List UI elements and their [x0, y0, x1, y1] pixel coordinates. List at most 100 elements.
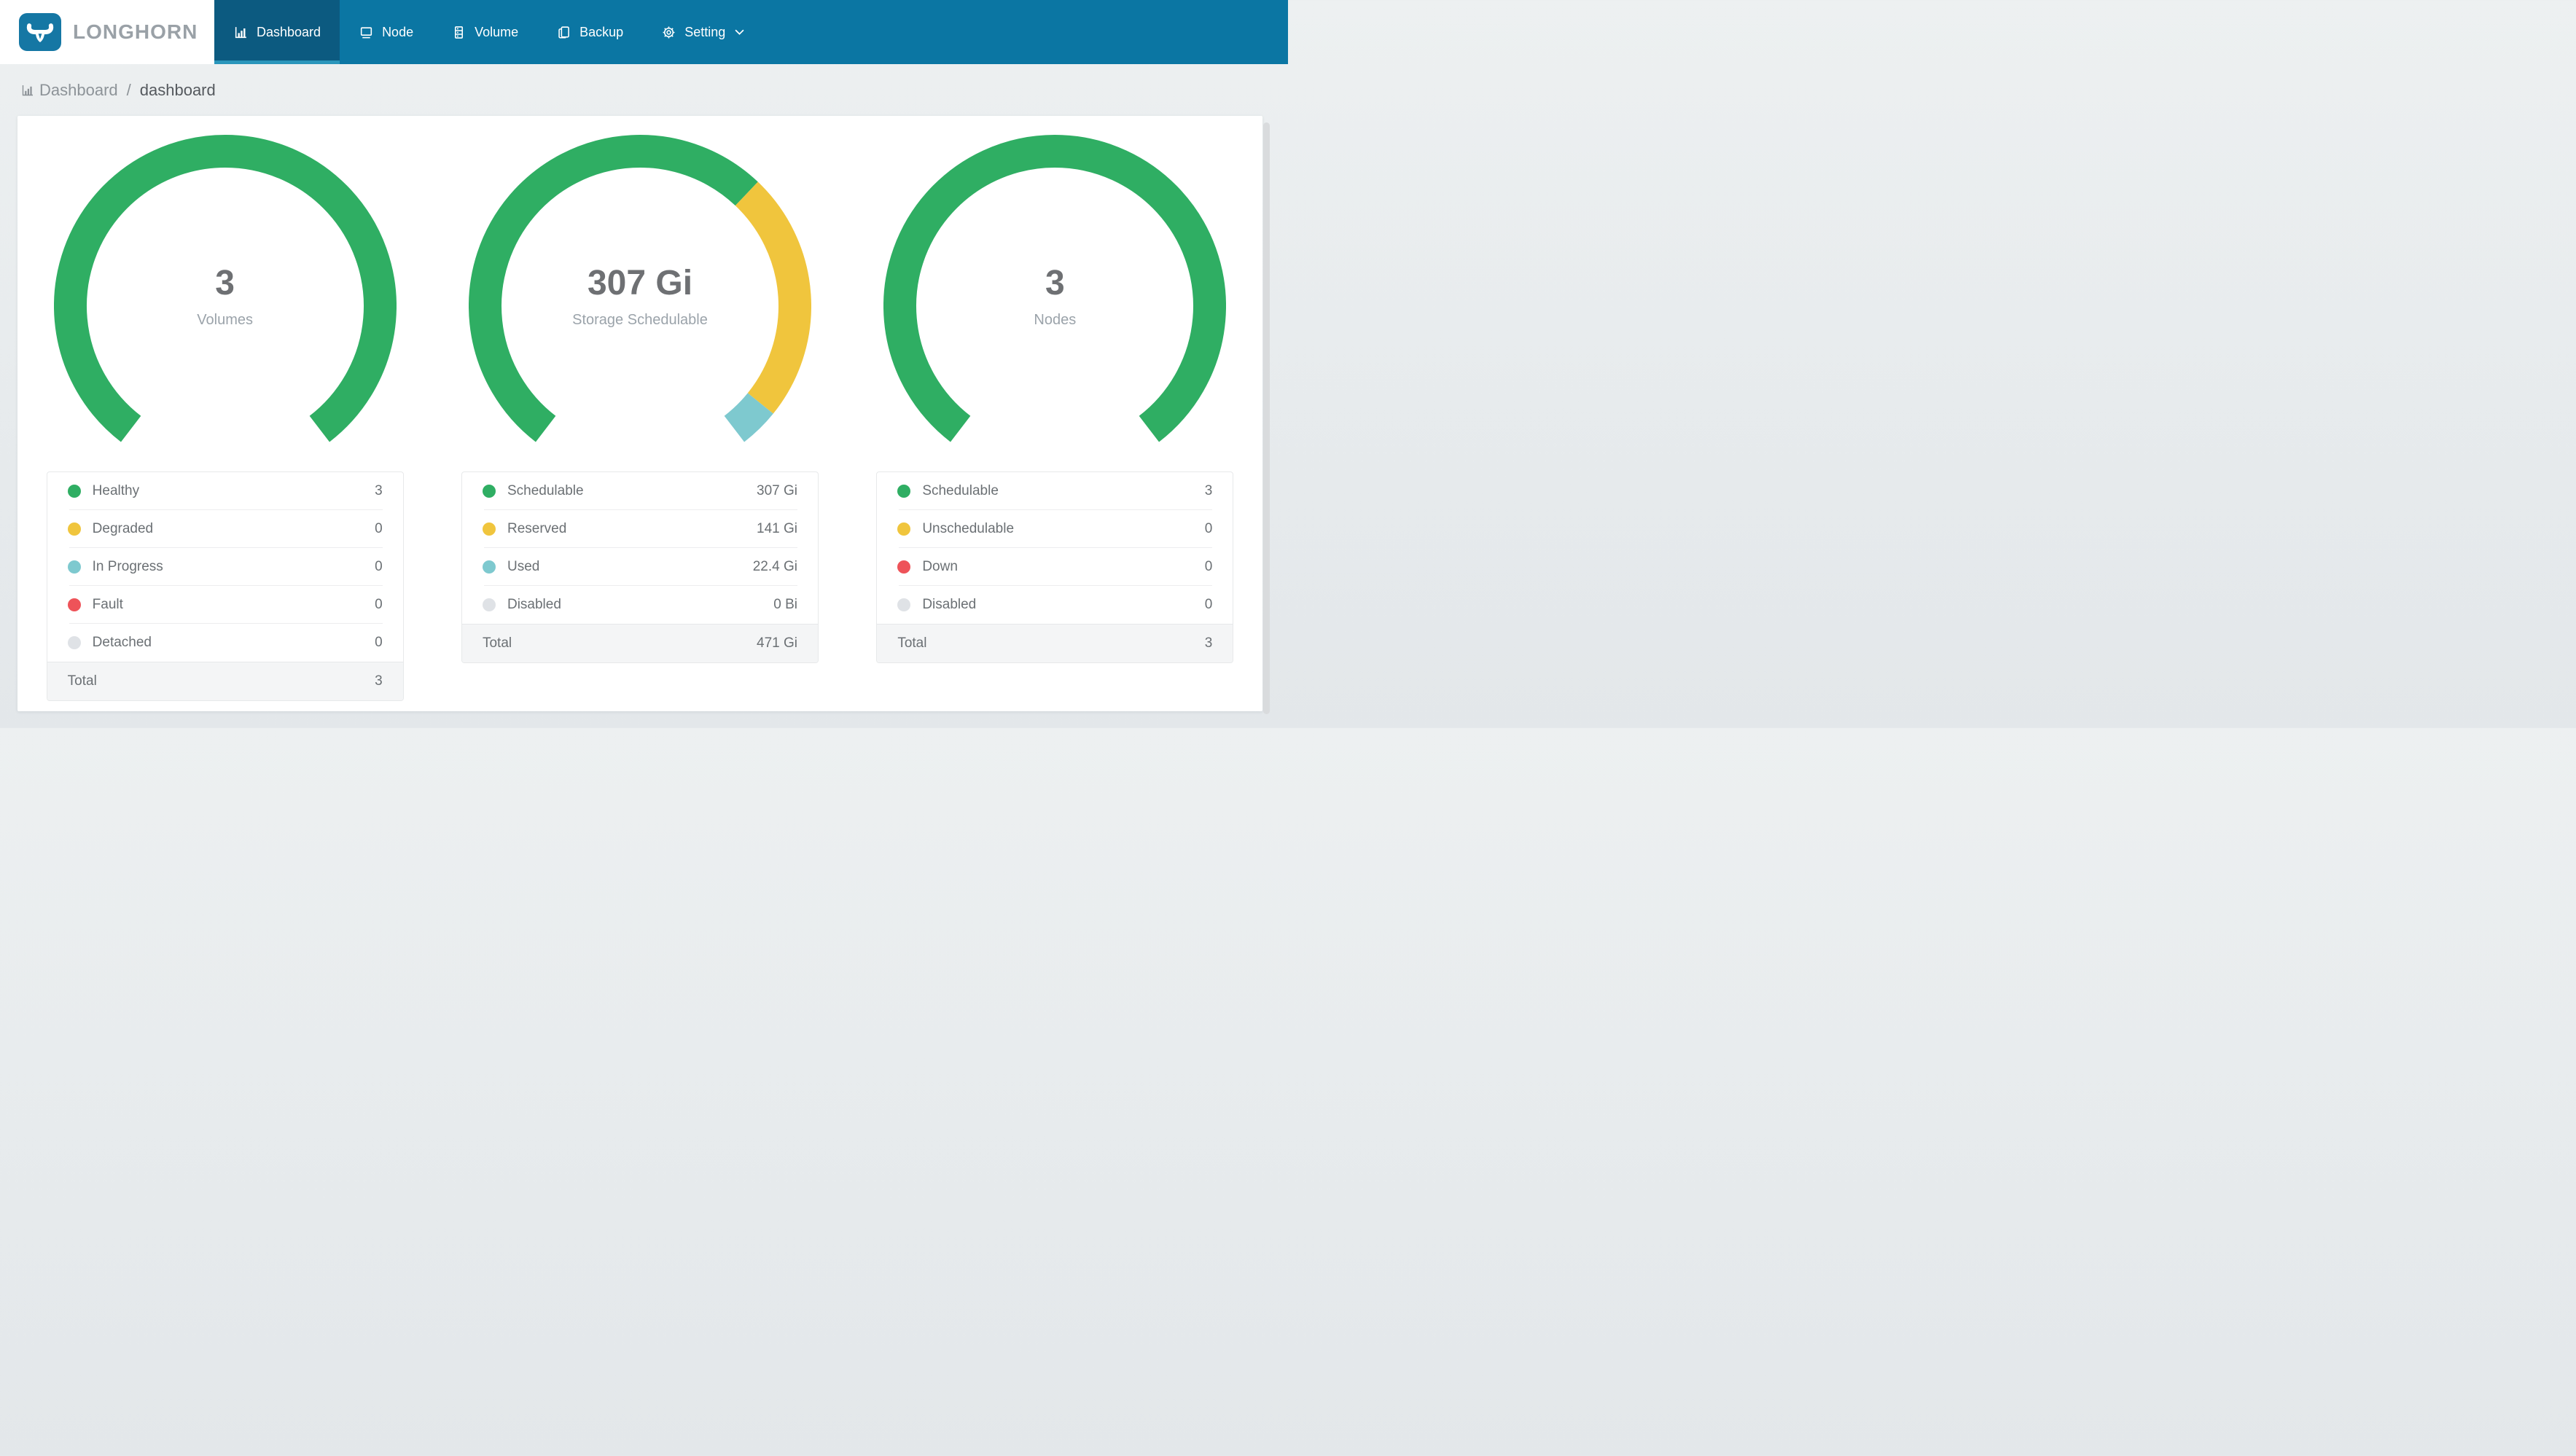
nav-item-volume[interactable]: Volume: [432, 0, 537, 64]
bar-chart-icon: [233, 25, 249, 40]
legend-dot: [897, 560, 911, 574]
legend-value: 0: [375, 521, 383, 536]
top-navbar: LONGHORN Dashboard Node: [0, 0, 1288, 64]
gauge-donut-chart: 307 Gi Storage Schedulable: [469, 135, 811, 477]
legend-value: 22.4 Gi: [752, 559, 797, 574]
node-icon: [359, 25, 374, 40]
legend-label: Unschedulable: [922, 521, 1015, 536]
gauge-arc-segment-used: [724, 393, 773, 442]
legend-row: Disabled 0 Bi: [462, 586, 818, 624]
legend-value: 0: [1204, 559, 1213, 574]
volumes-gauge-section: 3 Volumes Healthy 3 Degraded 0 In Progress 0 Fau…: [17, 116, 432, 711]
nav-item-label: Backup: [579, 24, 624, 39]
volume-icon: [451, 25, 467, 40]
legend-label: Healthy: [92, 483, 140, 498]
nodes-gauge-section: 3 Nodes Schedulable 3 Unschedulable 0 Down 0 Dis…: [848, 116, 1262, 711]
legend-dot: [67, 522, 81, 536]
nav-item-dashboard[interactable]: Dashboard: [214, 0, 340, 64]
gauge-donut-chart: 3 Volumes: [53, 135, 397, 477]
legend-dot: [67, 598, 81, 611]
legend-value: 0: [1204, 597, 1213, 612]
legend-dot: [482, 522, 496, 536]
legend-label: Disabled: [922, 597, 977, 612]
legend-row: In Progress 0: [47, 548, 403, 586]
legend-row: Fault 0: [47, 586, 403, 624]
legend-dot: [67, 485, 81, 498]
brand-name: LONGHORN: [73, 20, 198, 43]
logo-block[interactable]: LONGHORN: [0, 0, 214, 64]
total-label: Total: [897, 635, 927, 651]
nav-item-label: Node: [382, 24, 414, 39]
legend-value: 0: [375, 559, 383, 574]
legend-table: Schedulable 307 Gi Reserved 141 Gi Used 22.4 …: [461, 471, 819, 663]
breadcrumb-section[interactable]: Dashboard: [39, 80, 118, 99]
legend-row: Down 0: [877, 548, 1233, 586]
legend-row: Degraded 0: [47, 510, 403, 548]
gauge-arc-segment-healthy: [53, 135, 397, 442]
breadcrumb: Dashboard / dashboard: [0, 64, 216, 116]
legend-row: Schedulable 3: [877, 472, 1233, 510]
total-value: 3: [1204, 635, 1213, 651]
legend-row: Detached 0: [47, 624, 403, 662]
legend-label: Down: [922, 559, 958, 574]
legend-value: 3: [375, 483, 383, 498]
legend-row: Unschedulable 0: [877, 510, 1233, 548]
nav-item-label: Volume: [475, 24, 519, 39]
gauge-arc-segment-schedulable: [883, 135, 1227, 442]
legend-value: 141 Gi: [757, 521, 797, 536]
legend-value: 0: [375, 597, 383, 612]
legend-value: 307 Gi: [757, 483, 797, 498]
legend-value: 3: [1204, 483, 1213, 498]
legend-row: Reserved 141 Gi: [462, 510, 818, 548]
legend-dot: [67, 636, 81, 649]
legend-total-row: Total 3: [47, 662, 403, 700]
legend-label: Reserved: [507, 521, 567, 536]
legend-label: Schedulable: [922, 483, 999, 498]
legend-label: Schedulable: [507, 483, 584, 498]
legend-dot: [482, 485, 496, 498]
legend-value: 0: [375, 635, 383, 650]
legend-row: Disabled 0: [877, 586, 1233, 624]
legend-dot: [897, 485, 911, 498]
legend-dot: [482, 560, 496, 574]
legend-label: In Progress: [92, 559, 163, 574]
nav-item-label: Setting: [684, 24, 726, 39]
total-value: 3: [375, 673, 383, 689]
vertical-scrollbar-thumb[interactable]: [1263, 122, 1270, 714]
nav-item-node[interactable]: Node: [340, 0, 432, 64]
legend-row: Schedulable 307 Gi: [462, 472, 818, 510]
legend-row: Used 22.4 Gi: [462, 548, 818, 586]
breadcrumb-current-page: dashboard: [139, 80, 216, 99]
legend-label: Detached: [92, 635, 152, 650]
gauge-arc-segment-reserved: [735, 181, 811, 414]
total-label: Total: [482, 635, 512, 651]
legend-table: Schedulable 3 Unschedulable 0 Down 0 Disabled 0…: [876, 471, 1234, 663]
gear-icon: [661, 25, 676, 40]
legend-value: 0 Bi: [773, 597, 797, 612]
longhorn-logo-icon: [19, 13, 61, 51]
gauge-donut-chart: 3 Nodes: [883, 135, 1227, 477]
total-value: 471 Gi: [757, 635, 797, 651]
legend-dot: [482, 598, 496, 611]
chevron-down-icon: [735, 29, 744, 36]
legend-label: Used: [507, 559, 540, 574]
legend-label: Fault: [92, 597, 123, 612]
legend-total-row: Total 3: [877, 624, 1233, 662]
legend-dot: [897, 522, 911, 536]
legend-total-row: Total 471 Gi: [461, 624, 818, 662]
breadcrumb-separator: /: [126, 80, 131, 99]
legend-label: Disabled: [507, 597, 561, 612]
storage-gauge-section: 307 Gi Storage Schedulable Schedulable 307 …: [432, 116, 847, 711]
nav-item-backup[interactable]: Backup: [537, 0, 642, 64]
backup-icon: [556, 25, 571, 40]
dashboard-card: 3 Volumes Healthy 3 Degraded 0 In Progress 0 Fau…: [17, 116, 1262, 711]
bar-chart-icon: [20, 83, 35, 98]
gauge-arc-segment-schedulable: [469, 135, 758, 442]
nav-item-label: Dashboard: [257, 24, 321, 39]
legend-value: 0: [1204, 521, 1213, 536]
nav-item-setting[interactable]: Setting: [642, 0, 763, 64]
legend-dot: [897, 598, 911, 611]
main-nav: Dashboard Node Volume: [214, 0, 763, 64]
legend-table: Healthy 3 Degraded 0 In Progress 0 Fault 0 Detac…: [46, 471, 404, 701]
legend-label: Degraded: [92, 521, 154, 536]
